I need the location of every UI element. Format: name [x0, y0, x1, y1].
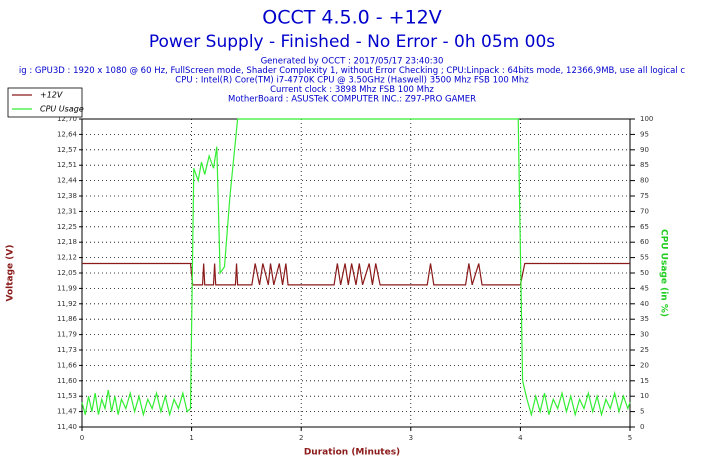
y-tick-label: 11,40	[57, 423, 77, 431]
y-tick-label: 12,64	[57, 130, 78, 138]
y2-tick-label: 50	[640, 269, 649, 277]
x-tick-label: 3	[409, 434, 413, 442]
chart-subtitle: Power Supply - Finished - No Error - 0h …	[149, 32, 555, 52]
y-tick-label: 11,60	[57, 377, 77, 385]
y-tick-label: 11,99	[57, 284, 77, 292]
y-tick-label: 12,12	[57, 254, 77, 262]
y-tick-label: 11,53	[57, 392, 77, 400]
x-tick-label: 5	[628, 434, 632, 442]
y-tick-label: 11,79	[57, 331, 77, 339]
y-tick-label: 11,66	[57, 361, 78, 369]
series-line	[81, 118, 631, 418]
y2-tick-label: 90	[640, 146, 649, 154]
chart-title: OCCT 4.5.0 - +12V	[262, 7, 442, 29]
y-tick-label: 12,51	[57, 161, 77, 169]
y2-axis-label: CPU Usage (in %)	[659, 229, 669, 317]
y2-tick-label: 65	[640, 223, 649, 231]
y2-tick-label: 0	[640, 423, 644, 431]
y-tick-label: 12,44	[57, 177, 78, 185]
plot-area	[81, 118, 631, 428]
y-tick-label: 11,47	[57, 408, 77, 416]
y-tick-label: 12,57	[57, 146, 77, 154]
y2-tick-label: 60	[640, 238, 649, 246]
info-line: MotherBoard : ASUSTeK COMPUTER INC.: Z97…	[228, 95, 476, 105]
y2-tick-label: 20	[640, 361, 649, 369]
y-tick-label: 12,05	[57, 269, 77, 277]
y-tick-label: 11,73	[57, 346, 77, 354]
info-line: Generated by OCCT : 2017/05/17 23:40:30	[261, 57, 444, 67]
legend-label: +12V	[40, 91, 63, 100]
y-tick-label: 11,86	[57, 315, 78, 323]
x-tick-label: 4	[518, 434, 523, 442]
y-tick-label: 11,92	[57, 300, 77, 308]
y2-tick-label: 35	[640, 315, 649, 323]
info-line: CPU : Intel(R) Core(TM) i7-4770K CPU @ 3…	[175, 76, 529, 86]
y2-tick-label: 95	[640, 130, 649, 138]
y-tick-label: 12,70	[57, 115, 77, 123]
y-tick-label: 12,18	[57, 238, 77, 246]
y2-tick-label: 30	[640, 331, 649, 339]
x-tick-label: 2	[299, 434, 303, 442]
legend-label: CPU Usage	[40, 105, 84, 114]
y2-tick-label: 80	[640, 177, 649, 185]
y-tick-label: 12,25	[57, 223, 77, 231]
y2-tick-label: 5	[640, 408, 644, 416]
y2-tick-label: 25	[640, 346, 649, 354]
info-line: ig : GPU3D : 1920 x 1080 @ 60 Hz, FullSc…	[19, 66, 686, 76]
y2-tick-label: 55	[640, 254, 649, 262]
x-tick-label: 0	[80, 434, 84, 442]
y-tick-label: 12,31	[57, 207, 77, 215]
y2-tick-label: 15	[640, 377, 649, 385]
y-tick-label: 12,38	[57, 192, 77, 200]
y2-tick-label: 85	[640, 161, 649, 169]
y2-tick-label: 75	[640, 192, 649, 200]
legend-box	[7, 87, 83, 118]
info-line: Current clock : 3898 Mhz FSB 100 Mhz	[270, 85, 434, 95]
y2-tick-label: 45	[640, 284, 649, 292]
y2-tick-label: 70	[640, 207, 649, 215]
series-line	[82, 262, 630, 286]
y2-tick-label: 10	[640, 392, 649, 400]
y-axis-label: Voltage (V)	[6, 245, 16, 302]
x-tick-label: 1	[189, 434, 193, 442]
x-axis-label: Duration (Minutes)	[304, 448, 400, 458]
y2-tick-label: 40	[640, 300, 649, 308]
y2-tick-label: 100	[640, 115, 653, 123]
